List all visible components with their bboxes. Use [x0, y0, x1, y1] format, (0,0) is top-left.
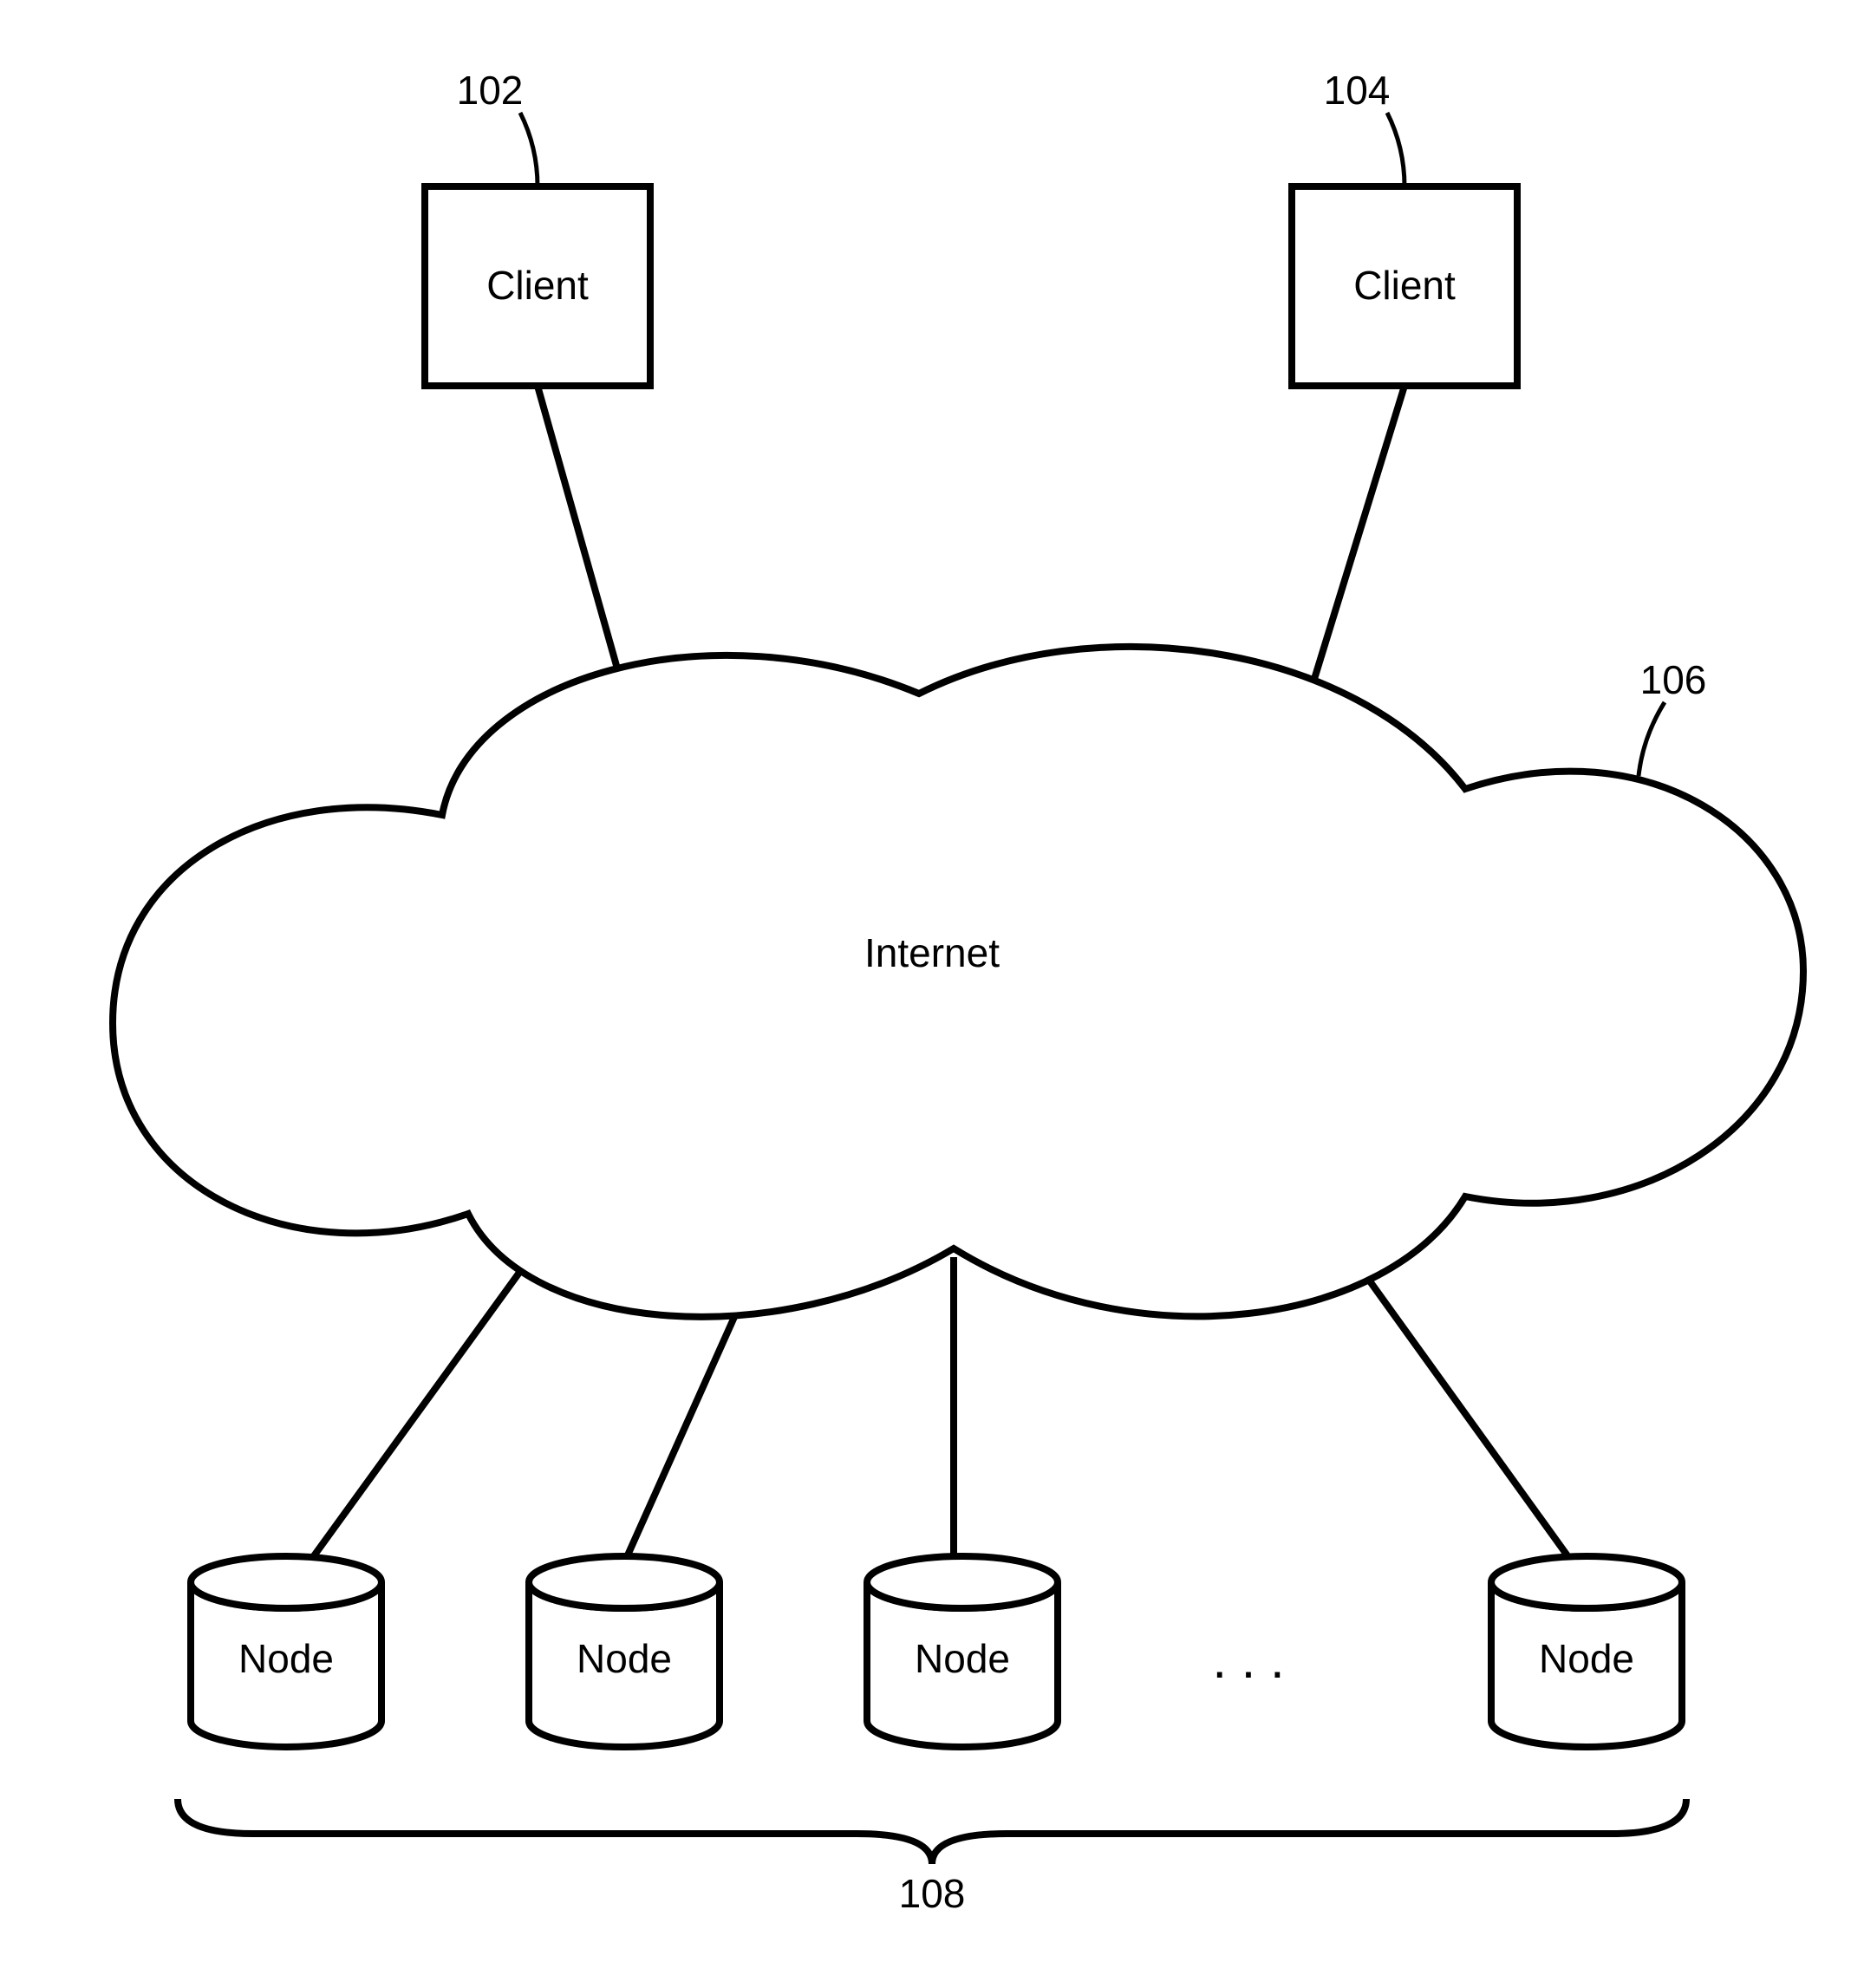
node-0-cylinder-top — [191, 1556, 381, 1608]
node-3-label: Node — [1539, 1636, 1634, 1681]
cloud-ref-leader — [1639, 702, 1665, 776]
nodes-brace-ref: 108 — [899, 1871, 966, 1916]
nodes-brace — [178, 1799, 1686, 1864]
node-0-label: Node — [238, 1636, 334, 1681]
node-1-cylinder-top — [529, 1556, 720, 1608]
node-1-label: Node — [577, 1636, 672, 1681]
cloud-shape — [113, 647, 1803, 1317]
cloud-ref: 106 — [1640, 657, 1707, 702]
client-0-label: Client — [486, 263, 589, 308]
node-1-connector — [616, 1292, 746, 1582]
client-0-ref-leader — [520, 113, 538, 186]
client-1-ref-leader — [1387, 113, 1405, 186]
node-2-label: Node — [915, 1636, 1010, 1681]
client-1-label: Client — [1353, 263, 1456, 308]
client-1-connector — [1300, 386, 1405, 724]
node-3-cylinder-top — [1491, 1556, 1682, 1608]
cloud-label: Internet — [864, 930, 1000, 975]
node-3-connector — [1352, 1257, 1587, 1582]
client-1-ref: 104 — [1324, 68, 1391, 113]
node-2-cylinder-top — [867, 1556, 1058, 1608]
network-diagram: Client 102 Client 104 Internet 106 Node Node Nod… — [0, 0, 1864, 1988]
client-0-ref: 102 — [457, 68, 524, 113]
node-0-connector — [295, 1235, 546, 1582]
nodes-ellipsis: . . . — [1212, 1631, 1284, 1689]
